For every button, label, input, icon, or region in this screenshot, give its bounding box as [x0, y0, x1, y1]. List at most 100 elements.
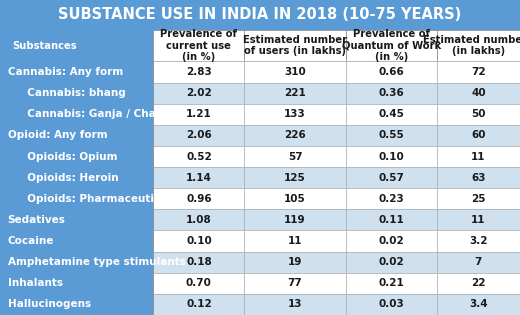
Text: Cannabis: bhang: Cannabis: bhang [20, 88, 126, 98]
Bar [346, 146, 437, 167]
Bar [244, 231, 346, 252]
Bar [153, 252, 244, 273]
Text: 1.08: 1.08 [186, 215, 212, 225]
Bar [437, 252, 520, 273]
Bar [437, 209, 520, 231]
Text: 11: 11 [288, 236, 302, 246]
Bar [153, 209, 244, 231]
Text: 0.55: 0.55 [379, 130, 404, 140]
Text: 226: 226 [284, 130, 306, 140]
Bar [153, 61, 244, 83]
Bar [346, 231, 437, 252]
Text: 0.70: 0.70 [186, 278, 212, 288]
Bar [153, 30, 244, 61]
Bar [346, 30, 437, 61]
Bar [244, 61, 346, 83]
Bar [244, 83, 346, 104]
Text: 57: 57 [288, 152, 303, 162]
Text: Opioids: Opium: Opioids: Opium [20, 152, 118, 162]
Bar [244, 167, 346, 188]
Text: 60: 60 [471, 130, 486, 140]
Text: 50: 50 [471, 109, 486, 119]
Text: 221: 221 [284, 88, 306, 98]
Text: 133: 133 [284, 109, 306, 119]
Bar [244, 30, 346, 61]
Bar [346, 125, 437, 146]
Bar [437, 104, 520, 125]
Text: Sedatives: Sedatives [8, 215, 66, 225]
Bar [244, 294, 346, 315]
Bar [437, 231, 520, 252]
Text: SUBSTANCE USE IN INDIA IN 2018 (10-75 YEARS): SUBSTANCE USE IN INDIA IN 2018 (10-75 YE… [58, 8, 462, 22]
Bar [346, 104, 437, 125]
Text: Substances: Substances [12, 41, 77, 51]
Bar [153, 146, 244, 167]
Text: 2.83: 2.83 [186, 67, 212, 77]
Text: 72: 72 [471, 67, 486, 77]
Text: Cannabis: Any form: Cannabis: Any form [8, 67, 123, 77]
Bar [346, 83, 437, 104]
Bar [244, 146, 346, 167]
Bar [437, 30, 520, 61]
Text: 119: 119 [284, 215, 306, 225]
Bar [346, 188, 437, 209]
Text: Estimated number
of users (in lakhs): Estimated number of users (in lakhs) [243, 35, 347, 56]
Bar [244, 188, 346, 209]
Text: 0.11: 0.11 [379, 215, 404, 225]
Text: 310: 310 [284, 67, 306, 77]
Bar [437, 188, 520, 209]
Text: 0.45: 0.45 [379, 109, 404, 119]
Text: Cocaine: Cocaine [8, 236, 54, 246]
Bar [437, 167, 520, 188]
Bar [244, 252, 346, 273]
Text: 63: 63 [471, 173, 486, 183]
Text: 1.14: 1.14 [186, 173, 212, 183]
Bar [153, 294, 244, 315]
Text: 11: 11 [471, 152, 486, 162]
Bar [437, 294, 520, 315]
Bar [346, 167, 437, 188]
Bar [437, 61, 520, 83]
Text: 0.02: 0.02 [379, 257, 404, 267]
Text: 0.12: 0.12 [186, 300, 212, 309]
Bar [346, 294, 437, 315]
Text: Opioids: Pharmaceutical: Opioids: Pharmaceutical [20, 194, 171, 204]
Text: 0.10: 0.10 [379, 152, 404, 162]
Text: 7: 7 [475, 257, 482, 267]
Text: Prevalence of
Quantum of Work
(in %): Prevalence of Quantum of Work (in %) [342, 29, 441, 62]
Bar [244, 209, 346, 231]
Bar [437, 83, 520, 104]
Text: Cannabis: Ganja / Charas: Cannabis: Ganja / Charas [20, 109, 174, 119]
Bar [153, 273, 244, 294]
Text: 0.36: 0.36 [379, 88, 404, 98]
Bar [346, 209, 437, 231]
Text: 40: 40 [471, 88, 486, 98]
Bar [346, 61, 437, 83]
Bar [437, 146, 520, 167]
Bar [346, 273, 437, 294]
Text: Inhalants: Inhalants [8, 278, 63, 288]
Text: 105: 105 [284, 194, 306, 204]
Text: 0.02: 0.02 [379, 236, 404, 246]
Bar [153, 188, 244, 209]
Bar [153, 125, 244, 146]
Text: 19: 19 [288, 257, 302, 267]
Text: 0.96: 0.96 [186, 194, 212, 204]
Text: 0.21: 0.21 [379, 278, 404, 288]
Text: Opioid: Any form: Opioid: Any form [8, 130, 107, 140]
Text: Estimated numbers
(in lakhs): Estimated numbers (in lakhs) [423, 35, 520, 56]
Bar [437, 273, 520, 294]
Bar [153, 167, 244, 188]
Bar [244, 273, 346, 294]
Text: Amphetamine type stimulants: Amphetamine type stimulants [8, 257, 186, 267]
Text: Hallucinogens: Hallucinogens [8, 300, 91, 309]
Bar [153, 104, 244, 125]
Bar [0, 0, 520, 30]
Text: 0.57: 0.57 [379, 173, 404, 183]
Text: 0.03: 0.03 [379, 300, 404, 309]
Text: 77: 77 [288, 278, 303, 288]
Text: Opioids: Heroin: Opioids: Heroin [20, 173, 119, 183]
Text: 0.52: 0.52 [186, 152, 212, 162]
Bar [437, 125, 520, 146]
Text: 3.4: 3.4 [469, 300, 488, 309]
